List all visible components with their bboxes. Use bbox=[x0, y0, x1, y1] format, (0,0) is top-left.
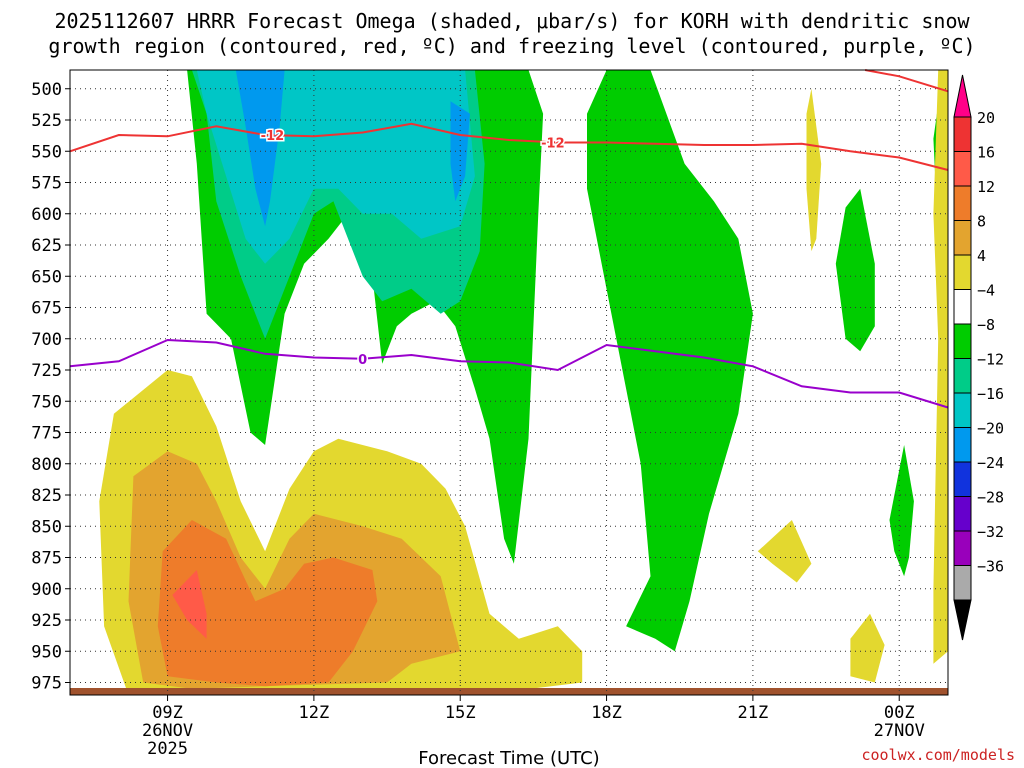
colorbar-label-2: 12 bbox=[977, 178, 995, 196]
colorbar-swatch-11 bbox=[953, 461, 972, 497]
omega-region-12 bbox=[850, 613, 885, 683]
ground-bar bbox=[70, 688, 948, 695]
y-tick-label-600: 600 bbox=[31, 205, 62, 225]
y-tick-label-825: 825 bbox=[31, 486, 62, 506]
y-tick-label-950: 950 bbox=[31, 642, 62, 662]
colorbar-label-0: 20 bbox=[977, 109, 995, 127]
colorbar-swatch-5 bbox=[953, 254, 972, 290]
y-tick-label-625: 625 bbox=[31, 236, 62, 256]
contour-label-1: -12 bbox=[541, 136, 565, 151]
colorbar-swatch-3 bbox=[953, 185, 972, 221]
y-tick-label-850: 850 bbox=[31, 517, 62, 537]
omega-region-7 bbox=[235, 70, 285, 227]
colorbar-swatch-13 bbox=[953, 530, 972, 566]
colorbar-swatch-12 bbox=[953, 496, 972, 532]
colorbar-label-5: −4 bbox=[977, 282, 995, 300]
colorbar-label-12: −32 bbox=[977, 523, 1004, 541]
omega-region-15 bbox=[157, 520, 378, 687]
colorbar-label-9: −20 bbox=[977, 420, 1004, 438]
colorbar-label-4: 4 bbox=[977, 247, 986, 265]
y-tick-label-525: 525 bbox=[31, 111, 62, 131]
colorbar: 20 16 12 8 4 −4 −8 −12 −16 −20 −24 −28 −32 −36 bbox=[953, 74, 1004, 641]
colorbar-label-10: −24 bbox=[977, 454, 1004, 472]
x-tick-year-09Z: 2025 bbox=[147, 739, 188, 759]
y-tick-label-575: 575 bbox=[31, 174, 62, 194]
omega-region-10 bbox=[806, 88, 822, 252]
colorbar-label-11: −28 bbox=[977, 489, 1004, 507]
title-line-1: 2025112607 HRRR Forecast Omega (shaded, … bbox=[54, 9, 970, 33]
omega-region-16 bbox=[172, 570, 207, 639]
x-tick-date-00Z: 27NOV bbox=[874, 721, 925, 741]
y-tick-label-700: 700 bbox=[31, 330, 62, 350]
contour-label-2: 0 bbox=[358, 353, 367, 368]
omega-region-2 bbox=[835, 188, 875, 352]
y-tick-label-675: 675 bbox=[31, 299, 62, 319]
plot-frame bbox=[69, 69, 949, 696]
colorbar-swatch-9 bbox=[953, 392, 972, 428]
y-tick-label-725: 725 bbox=[31, 361, 62, 381]
title: 2025112607 HRRR Forecast Omega (shaded, … bbox=[48, 9, 975, 58]
y-tick-label-500: 500 bbox=[31, 80, 62, 100]
x-tick-label-15Z: 15Z bbox=[445, 703, 476, 723]
y-tick-label-900: 900 bbox=[31, 580, 62, 600]
contour-label-0: -12 bbox=[261, 129, 285, 144]
y-tick-label-975: 975 bbox=[31, 674, 62, 694]
colorbar-top-arrow bbox=[953, 74, 972, 118]
x-tick-date-09Z: 26NOV bbox=[142, 721, 193, 741]
x-tick-label-12Z: 12Z bbox=[299, 703, 330, 723]
x-tick-label-21Z: 21Z bbox=[738, 703, 769, 723]
colorbar-label-7: −12 bbox=[977, 351, 1004, 369]
colorbar-swatch-4 bbox=[953, 220, 972, 256]
y-tick-label-550: 550 bbox=[31, 142, 62, 162]
colorbar-swatch-10 bbox=[953, 427, 972, 463]
y-axis-ticks: 500 525 550 575 600 625 650 675 700 725 750 775 800 8… bbox=[31, 80, 70, 694]
omega-region-1 bbox=[587, 70, 753, 652]
colorbar-swatch-6 bbox=[953, 289, 972, 325]
x-axis-label: Forecast Time (UTC) bbox=[418, 748, 599, 768]
y-tick-label-925: 925 bbox=[31, 611, 62, 631]
colorbar-label-3: 8 bbox=[977, 213, 986, 231]
x-tick-label-00Z: 00Z bbox=[884, 703, 915, 723]
credit-text: coolwx.com/models bbox=[861, 746, 1015, 764]
colorbar-label-1: 16 bbox=[977, 144, 995, 162]
x-tick-label-18Z: 18Z bbox=[591, 703, 622, 723]
x-tick-label-09Z: 09Z bbox=[152, 703, 183, 723]
contour-2 bbox=[69, 338, 949, 409]
colorbar-label-6: −8 bbox=[977, 316, 995, 334]
y-tick-label-875: 875 bbox=[31, 549, 62, 569]
omega-shading bbox=[70, 70, 948, 695]
contour-lines: -12 -12 0 bbox=[69, 69, 949, 409]
colorbar-swatch-2 bbox=[953, 151, 972, 187]
omega-region-3 bbox=[889, 445, 914, 577]
omega-region-11 bbox=[757, 520, 812, 583]
contour-1 bbox=[864, 69, 949, 93]
colorbar-label-8: −16 bbox=[977, 385, 1004, 403]
omega-region-13 bbox=[933, 70, 948, 664]
y-tick-label-800: 800 bbox=[31, 455, 62, 475]
colorbar-swatch-1 bbox=[953, 116, 972, 152]
colorbar-bottom-arrow bbox=[953, 599, 972, 641]
colorbar-swatch-8 bbox=[953, 358, 972, 394]
colorbar-swatch-7 bbox=[953, 323, 972, 359]
contour-0 bbox=[69, 122, 949, 171]
colorbar-swatch-14 bbox=[953, 565, 972, 601]
y-tick-label-775: 775 bbox=[31, 424, 62, 444]
title-line-2: growth region (contoured, red, ºC) and f… bbox=[48, 34, 975, 58]
colorbar-label-13: −36 bbox=[977, 558, 1004, 576]
grid-lines bbox=[70, 70, 948, 695]
y-tick-label-750: 750 bbox=[31, 392, 62, 412]
y-tick-label-650: 650 bbox=[31, 267, 62, 287]
